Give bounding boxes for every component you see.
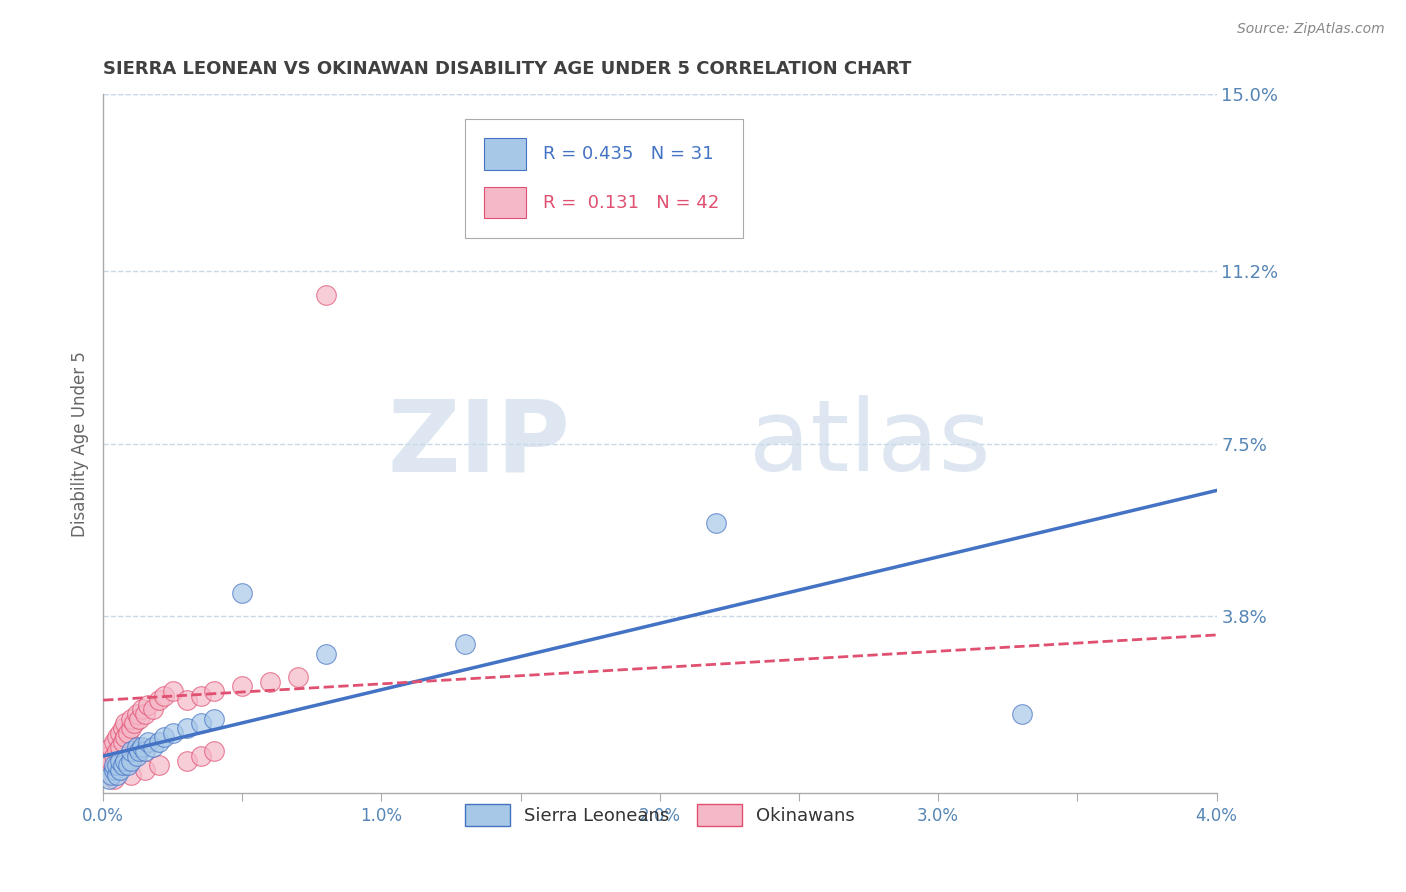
Point xyxy=(131,739,153,754)
Point xyxy=(153,689,176,703)
Bar xyxy=(484,138,526,169)
Point xyxy=(704,516,727,530)
Text: Source: ZipAtlas.com: Source: ZipAtlas.com xyxy=(1237,22,1385,37)
Point xyxy=(190,716,212,731)
Point xyxy=(148,693,170,707)
Text: SIERRA LEONEAN VS OKINAWAN DISABILITY AGE UNDER 5 CORRELATION CHART: SIERRA LEONEAN VS OKINAWAN DISABILITY AG… xyxy=(103,60,911,78)
Point xyxy=(97,772,120,787)
Point xyxy=(97,749,120,764)
Point xyxy=(148,735,170,749)
Point xyxy=(100,754,122,768)
Point xyxy=(120,721,142,735)
Point xyxy=(128,744,150,758)
Point xyxy=(105,731,128,745)
Point xyxy=(105,768,128,782)
Point xyxy=(111,721,134,735)
Point xyxy=(114,716,136,731)
Text: R = 0.435   N = 31: R = 0.435 N = 31 xyxy=(543,145,714,163)
Point xyxy=(103,772,125,787)
Point xyxy=(100,768,122,782)
Point xyxy=(114,731,136,745)
Point xyxy=(125,749,148,764)
Point xyxy=(134,744,156,758)
Point xyxy=(97,758,120,772)
Point xyxy=(103,735,125,749)
Point xyxy=(108,763,131,777)
Point xyxy=(108,754,131,768)
Point xyxy=(287,670,309,684)
Point xyxy=(114,754,136,768)
Point xyxy=(162,683,184,698)
Point xyxy=(94,763,117,777)
Point xyxy=(315,287,337,301)
Text: R =  0.131   N = 42: R = 0.131 N = 42 xyxy=(543,194,720,211)
Point xyxy=(103,763,125,777)
Point xyxy=(125,707,148,722)
Y-axis label: Disability Age Under 5: Disability Age Under 5 xyxy=(72,351,89,537)
Point xyxy=(108,739,131,754)
Point xyxy=(231,586,253,600)
Point xyxy=(315,647,337,661)
Point xyxy=(190,749,212,764)
Point xyxy=(105,758,128,772)
Legend: Sierra Leoneans, Okinawans: Sierra Leoneans, Okinawans xyxy=(457,797,862,833)
Point xyxy=(136,698,159,712)
Point xyxy=(120,754,142,768)
Point xyxy=(134,707,156,722)
Point xyxy=(120,768,142,782)
FancyBboxPatch shape xyxy=(465,119,744,237)
Point xyxy=(103,758,125,772)
Point xyxy=(142,702,165,716)
Point xyxy=(204,712,226,726)
Point xyxy=(190,689,212,703)
Point xyxy=(162,725,184,739)
Point xyxy=(128,712,150,726)
Point xyxy=(231,679,253,693)
Point xyxy=(176,721,198,735)
Point xyxy=(134,763,156,777)
Point xyxy=(122,716,145,731)
Point xyxy=(1011,707,1033,722)
Point xyxy=(117,758,139,772)
Point xyxy=(153,731,176,745)
Text: ZIP: ZIP xyxy=(388,395,571,492)
Point xyxy=(103,749,125,764)
Point xyxy=(204,744,226,758)
Point xyxy=(176,754,198,768)
Point xyxy=(120,744,142,758)
Point xyxy=(100,739,122,754)
Bar xyxy=(484,187,526,219)
Point xyxy=(111,758,134,772)
Point xyxy=(125,739,148,754)
Point xyxy=(204,683,226,698)
Point xyxy=(148,758,170,772)
Point xyxy=(108,725,131,739)
Point xyxy=(131,702,153,716)
Point xyxy=(454,637,477,651)
Text: atlas: atlas xyxy=(749,395,991,492)
Point xyxy=(120,712,142,726)
Point xyxy=(259,674,281,689)
Point xyxy=(176,693,198,707)
Point xyxy=(117,725,139,739)
Point xyxy=(111,735,134,749)
Point xyxy=(136,735,159,749)
Point xyxy=(142,739,165,754)
Point xyxy=(105,744,128,758)
